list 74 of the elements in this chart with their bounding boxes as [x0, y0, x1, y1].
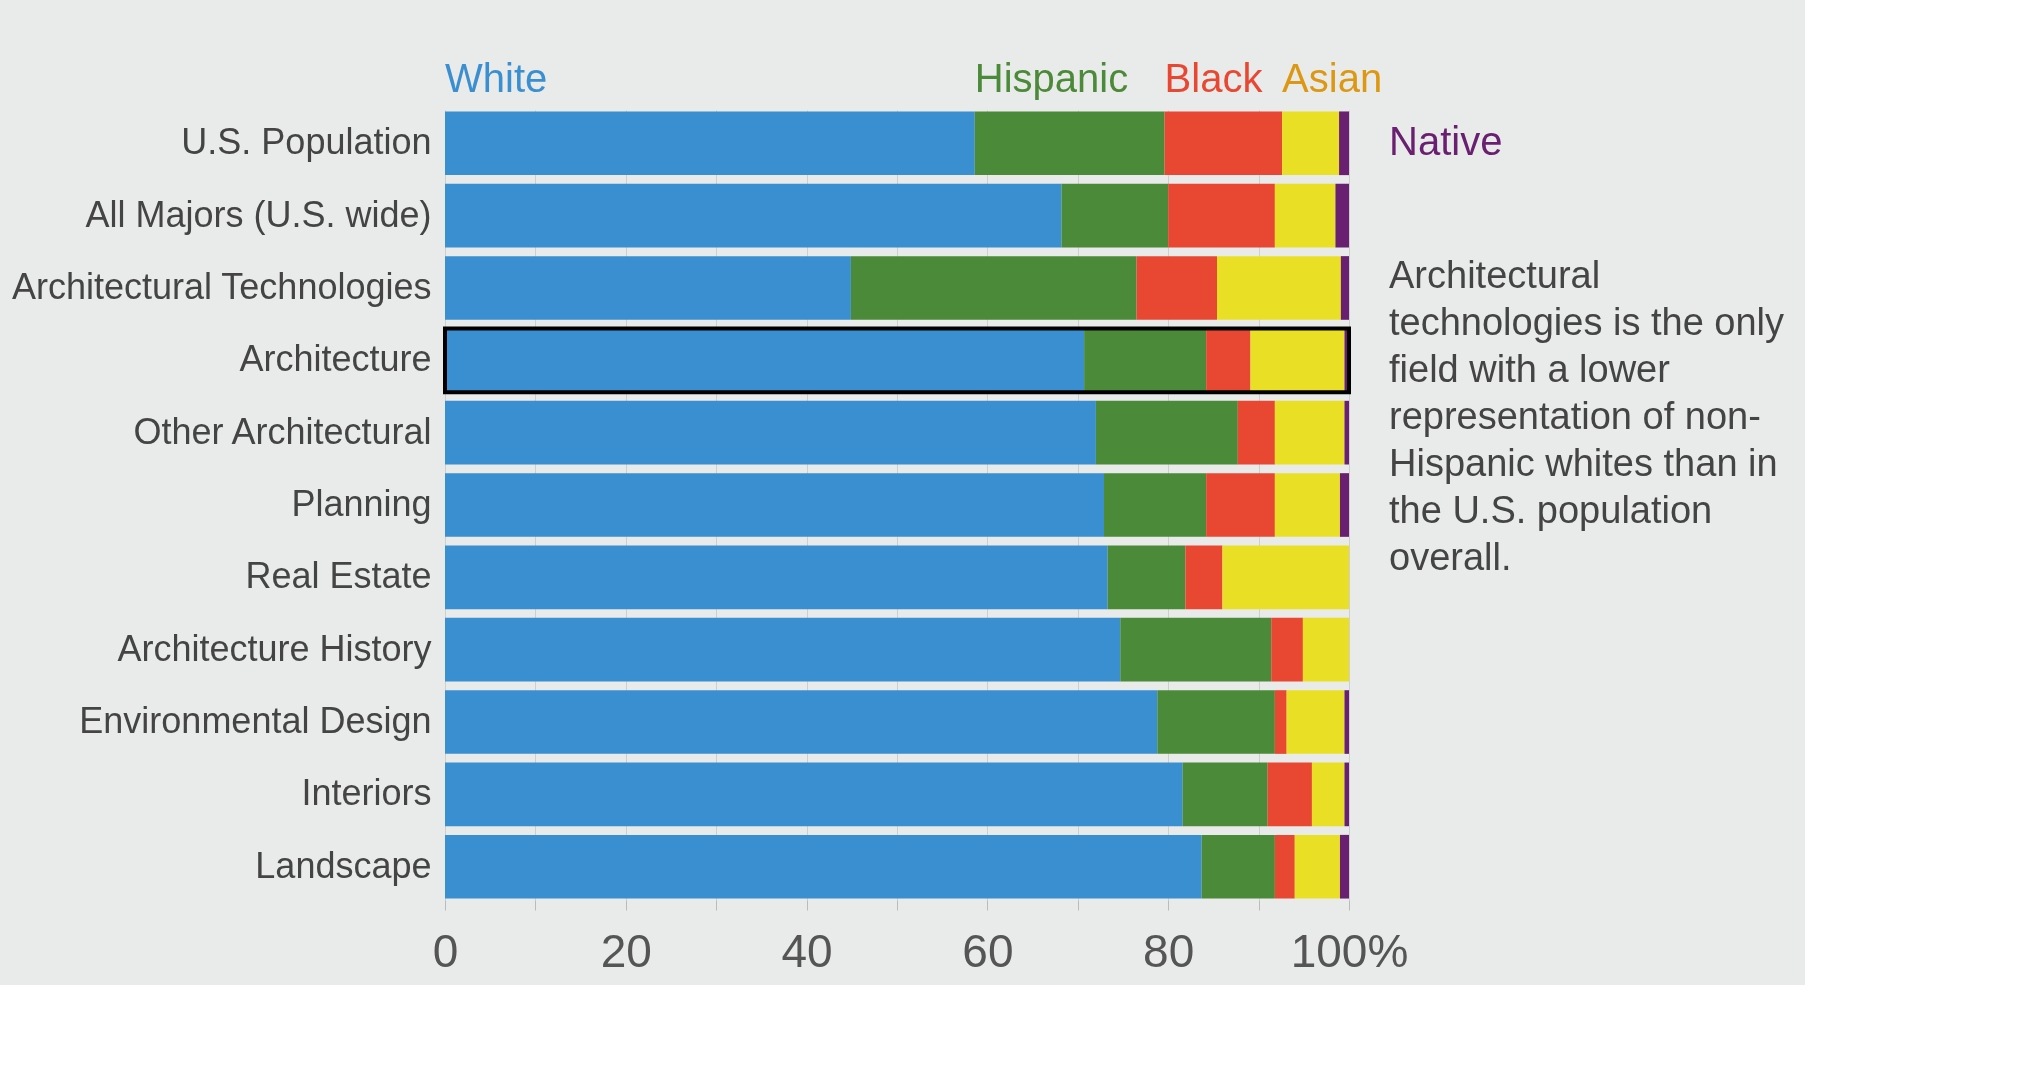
series-label: Asian: [1282, 56, 1383, 100]
bar: [1104, 473, 1207, 537]
y-tick-label: Other Architectural: [133, 410, 432, 452]
bar: [1061, 183, 1169, 248]
bar: [1286, 690, 1345, 754]
bar: [1271, 617, 1303, 682]
bar: [1294, 834, 1340, 899]
bar: [1222, 545, 1349, 610]
bar: [1168, 183, 1275, 248]
bar: [445, 400, 1096, 465]
bar: [1237, 400, 1275, 465]
bar: [1282, 111, 1340, 176]
x-tick-label: 0: [432, 924, 459, 977]
bar: [1164, 111, 1283, 176]
bar: [1344, 762, 1349, 827]
bar: [1344, 400, 1349, 465]
bar: [1274, 690, 1287, 754]
bar: [445, 834, 1202, 899]
bar: [1136, 256, 1218, 320]
bar: [1182, 762, 1268, 827]
x-tick-label: 100%: [1290, 924, 1409, 977]
bar: [1339, 473, 1349, 537]
y-tick-label: Architecture: [239, 338, 432, 380]
y-tick-label: Architecture History: [117, 627, 432, 669]
bar: [1120, 617, 1272, 682]
bar: [1157, 690, 1275, 754]
bar: [445, 762, 1183, 827]
x-tick-label: 80: [1143, 924, 1195, 977]
bar: [1274, 473, 1340, 537]
bar: [445, 111, 975, 176]
bar: [1344, 690, 1349, 754]
bar: [1206, 473, 1275, 537]
y-tick-label: Real Estate: [245, 555, 432, 597]
bar: [1339, 834, 1349, 899]
bar: [974, 111, 1165, 176]
y-tick-label: All Majors (U.S. wide): [85, 193, 432, 235]
y-tick-label: Architectural Technologies: [11, 265, 432, 307]
bar: [445, 183, 1062, 248]
x-tick-label: 60: [962, 924, 1014, 977]
bar: [1335, 183, 1349, 248]
text: Architectural technologies is the only field with a lower representation of non-Hispanic whites than in the U.S. population overall.: [1389, 253, 1785, 578]
bar: [1274, 183, 1336, 248]
bar: [1217, 256, 1341, 320]
bar: [445, 473, 1105, 537]
x-tick-label: 40: [781, 924, 833, 977]
bar: [1267, 762, 1312, 827]
bar: [445, 545, 1108, 610]
bar: [1185, 545, 1223, 610]
bar: [1107, 545, 1186, 610]
bar: [445, 617, 1121, 682]
bar: [1201, 834, 1275, 899]
bar: [1340, 256, 1349, 320]
series-label: Black: [1164, 56, 1264, 100]
bar: [1095, 400, 1238, 465]
y-tick-label: Interiors: [301, 772, 432, 814]
bar: [445, 690, 1158, 754]
bar: [1274, 400, 1345, 465]
series-label: White: [445, 56, 548, 100]
y-tick-label: Planning: [291, 483, 432, 524]
bar: [445, 256, 851, 320]
bar: [850, 256, 1137, 320]
bar: [1206, 328, 1251, 393]
bar: [1302, 617, 1349, 682]
series-label: Native: [1389, 119, 1503, 164]
bar: [1084, 328, 1207, 393]
y-tick-label: U.S. Population: [181, 121, 432, 163]
bar: [1311, 762, 1345, 827]
y-tick-label: Environmental Design: [79, 700, 432, 742]
bar: [1339, 111, 1349, 176]
y-tick-label: Landscape: [255, 844, 432, 886]
x-tick-label: 20: [600, 924, 652, 977]
series-label: Hispanic: [974, 56, 1129, 100]
bar: [1274, 834, 1295, 899]
bar: [1250, 328, 1345, 393]
